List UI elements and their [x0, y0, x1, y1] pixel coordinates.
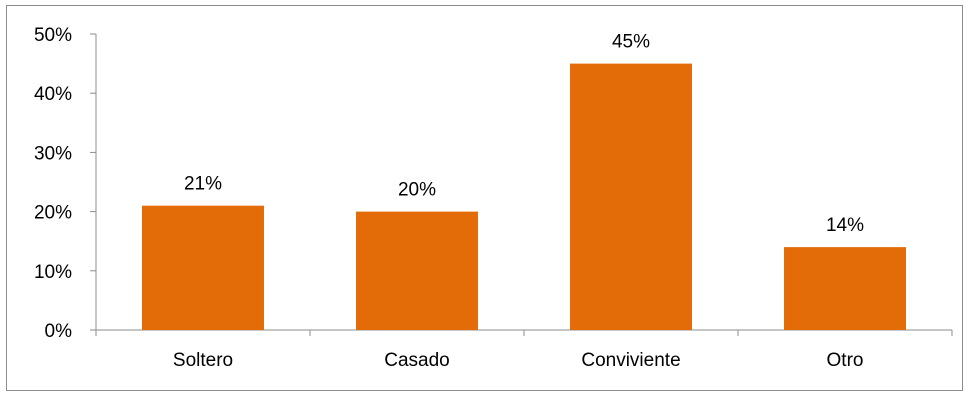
bar-soltero [142, 205, 264, 330]
bar-conviviente [570, 63, 692, 330]
data-label: 14% [826, 215, 864, 236]
data-label: 45% [612, 32, 650, 53]
x-category-label: Soltero [173, 350, 233, 371]
y-tick-label: 10% [34, 262, 72, 283]
data-label: 20% [398, 180, 436, 201]
y-tick-label: 30% [34, 143, 72, 164]
data-label: 21% [184, 174, 222, 195]
y-tick-label: 0% [45, 321, 73, 342]
x-category-label: Conviviente [581, 350, 680, 371]
bar-casado [356, 211, 478, 330]
bar-otro [784, 247, 906, 330]
x-category-label: Casado [384, 350, 450, 371]
y-tick-label: 50% [34, 25, 72, 46]
y-tick-label: 20% [34, 203, 72, 224]
x-category-label: Otro [827, 350, 864, 371]
y-tick-label: 40% [34, 84, 72, 105]
